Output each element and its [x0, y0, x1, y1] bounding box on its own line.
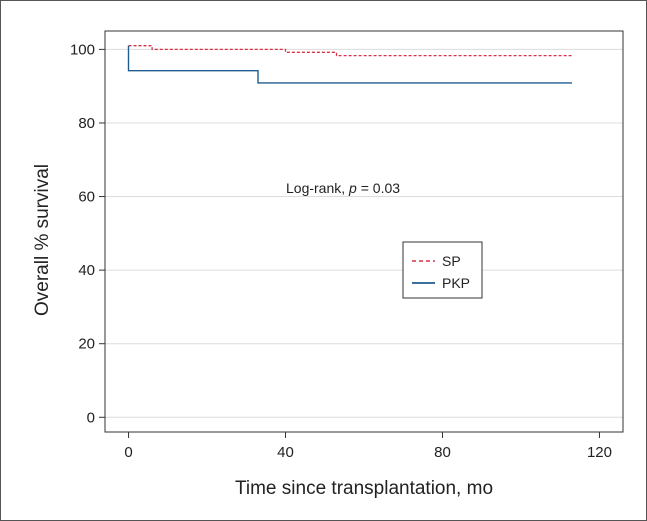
annotation-text: Log-rank, p = 0.03: [286, 180, 400, 196]
y-tick-label: 80: [78, 115, 95, 132]
y-tick-label: 0: [87, 409, 95, 426]
x-axis-label: Time since transplantation, mo: [235, 478, 493, 499]
y-tick-label: 100: [70, 41, 95, 58]
axis-ticks: 0 20 40 60 80 100 0 40 80 120: [70, 41, 612, 461]
y-tick-label: 40: [78, 262, 95, 279]
legend-sp-label: SP: [442, 253, 461, 269]
y-tick-label: 20: [78, 336, 95, 353]
x-tick-label: 120: [587, 444, 612, 461]
y-tick-label: 60: [78, 189, 95, 206]
x-tick-label: 40: [277, 444, 294, 461]
legend: SP PKP: [402, 241, 483, 299]
legend-box: [402, 241, 483, 299]
legend-pkp-label: PKP: [442, 275, 470, 291]
x-tick-label: 0: [124, 444, 132, 461]
series-line-sp: [128, 45, 572, 57]
y-axis-label: Overall % survival: [32, 164, 53, 316]
plot-area: [104, 30, 624, 433]
x-tick-label: 80: [434, 444, 451, 461]
series-line-pkp: [127, 45, 572, 84]
series-lines: [127, 45, 572, 84]
